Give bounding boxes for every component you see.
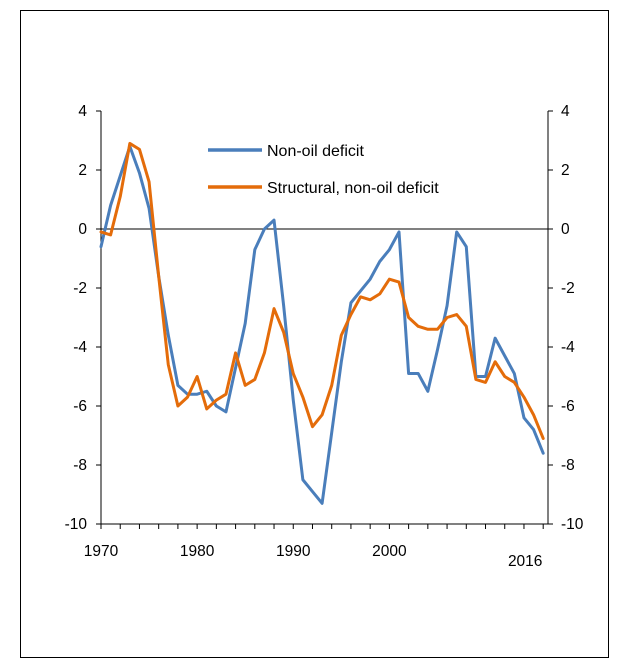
x-tick-labels: 1970 1980 1990 2000 2016 [84, 543, 543, 570]
x-tick-label: 1990 [276, 543, 311, 560]
left-y-tick-label: -8 [73, 457, 87, 474]
right-y-tick-label: -8 [561, 457, 575, 474]
right-y-tick-label: 4 [561, 103, 570, 120]
right-y-tick-label: 0 [561, 221, 570, 238]
left-y-tick-label: 2 [78, 162, 87, 179]
left-y-tick-label: -4 [73, 339, 87, 356]
x-tick-label: 1980 [180, 543, 215, 560]
legend-label-non-oil: Non-oil deficit [267, 143, 364, 160]
right-y-tick-label: 2 [561, 162, 570, 179]
series-lines [99, 141, 545, 505]
right-y-tick-label: -10 [561, 516, 584, 533]
left-y-tick-label: 0 [78, 221, 87, 238]
right-y-tick-labels: 4 2 0 -2 -4 -6 -8 -10 [561, 103, 584, 533]
x-tick-label: 2016 [508, 553, 542, 570]
left-y-tick-label: 4 [78, 103, 87, 120]
left-y-tick-labels: 4 2 0 -2 -4 -6 -8 -10 [65, 103, 88, 533]
series-line-structural [99, 141, 545, 440]
left-y-tick-label: -2 [73, 280, 87, 297]
chart-frame [20, 10, 609, 658]
left-y-tick-label: -6 [73, 398, 87, 415]
x-tick-label: 2000 [372, 543, 407, 560]
right-y-tick-label: -2 [561, 280, 575, 297]
right-y-tick-label: -4 [561, 339, 575, 356]
x-tick-label: 1970 [84, 543, 119, 560]
left-y-tick-label: -10 [65, 516, 88, 533]
series-line-non-oil [99, 144, 545, 505]
legend-label-structural: Structural, non-oil deficit [267, 180, 439, 197]
legend: Non-oil deficit Structural, non-oil defi… [208, 143, 439, 197]
axis-ticks [96, 110, 553, 529]
right-y-tick-label: -6 [561, 398, 575, 415]
